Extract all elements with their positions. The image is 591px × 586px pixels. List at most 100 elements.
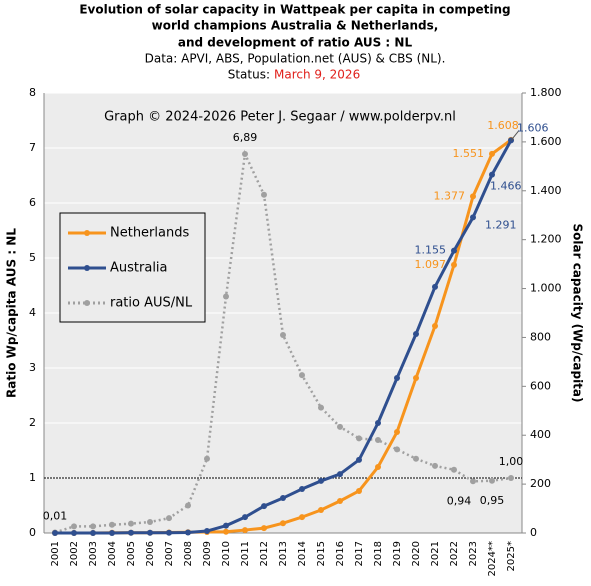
- data-label: 6,89: [233, 131, 258, 144]
- y-tick-label: 6: [29, 196, 36, 209]
- data-point: [261, 503, 267, 510]
- x-tick-label: 2019: [392, 541, 403, 566]
- y-tick-label: 7: [29, 141, 36, 154]
- data-point: [223, 293, 229, 300]
- data-point: [394, 375, 400, 382]
- chart-title: Evolution of solar capacity in Wattpeak …: [79, 3, 510, 17]
- legend-marker: [84, 300, 90, 306]
- data-label: 1.377: [434, 189, 466, 202]
- data-point: [356, 435, 362, 442]
- x-tick-label: 2005: [126, 541, 137, 566]
- data-point: [489, 171, 495, 178]
- status-label: Status:: [228, 68, 270, 82]
- data-point: [128, 520, 134, 527]
- data-point: [166, 529, 172, 536]
- y2-tick-label: 200: [530, 477, 551, 490]
- data-point: [71, 523, 77, 530]
- data-point: [242, 514, 248, 521]
- chart-title: and development of ratio AUS : NL: [178, 36, 413, 50]
- y2-tick-label: 600: [530, 379, 551, 392]
- y-tick-label: 4: [29, 306, 36, 319]
- x-tick-label: 2002: [69, 541, 80, 566]
- data-point: [470, 193, 476, 200]
- data-label: 0,01: [43, 509, 68, 522]
- data-point: [451, 261, 457, 268]
- data-point: [147, 529, 153, 536]
- data-label: 1.551: [453, 147, 485, 160]
- data-point: [242, 527, 248, 534]
- legend-label: Netherlands: [110, 226, 189, 241]
- x-tick-label: 2023: [468, 541, 479, 566]
- y-tick-label: 5: [29, 251, 36, 264]
- y2-tick-label: 1.400: [530, 184, 562, 197]
- data-point: [413, 331, 419, 338]
- data-point: [147, 519, 153, 525]
- data-point: [204, 528, 210, 535]
- data-point: [432, 322, 438, 329]
- y-tick-label: 2: [29, 416, 36, 429]
- data-point: [489, 477, 495, 484]
- x-tick-label: 2012: [259, 541, 270, 566]
- y2-tick-label: 0: [530, 526, 537, 539]
- x-tick-label: 2006: [145, 541, 156, 566]
- data-point: [90, 523, 96, 530]
- data-point: [356, 487, 362, 494]
- data-label: 1.155: [415, 244, 447, 257]
- y-tick-label: 0: [29, 526, 36, 539]
- data-point: [299, 514, 305, 521]
- data-point: [470, 214, 476, 221]
- data-point: [318, 477, 324, 484]
- legend-marker: [84, 230, 90, 236]
- data-point: [318, 404, 324, 411]
- y2-tick-label: 1.200: [530, 233, 562, 246]
- data-label: 1.606: [517, 121, 549, 134]
- data-point: [432, 462, 438, 469]
- x-tick-label: 2011: [240, 541, 251, 566]
- data-label: 1.291: [485, 218, 517, 231]
- x-tick-label: 2001: [50, 541, 61, 566]
- x-tick-label: 2015: [316, 541, 327, 566]
- data-label: 1,00: [499, 455, 524, 468]
- data-point: [280, 520, 286, 527]
- x-tick-label: 2017: [354, 541, 365, 566]
- data-point: [451, 247, 457, 254]
- x-tick-label: 2013: [278, 541, 289, 566]
- legend-marker: [84, 265, 90, 271]
- legend-label: ratio AUS/NL: [110, 296, 193, 311]
- data-point: [337, 471, 343, 478]
- x-tick-label: 2008: [183, 541, 194, 566]
- x-tick-label: 2014: [297, 541, 308, 566]
- x-tick-label: 2020: [411, 541, 422, 566]
- y2-tick-label: 400: [530, 428, 551, 441]
- subtitle: Data: APVI, ABS, Population.net (AUS) & …: [145, 52, 446, 66]
- data-point: [394, 429, 400, 436]
- data-point: [261, 525, 267, 532]
- data-point: [318, 507, 324, 514]
- x-tick-label: 2021: [430, 541, 441, 566]
- data-label: 1.608: [487, 119, 519, 132]
- x-tick-label: 2010: [221, 541, 232, 566]
- data-point: [223, 528, 229, 535]
- data-point: [280, 332, 286, 338]
- x-tick-label: 2016: [335, 541, 346, 566]
- data-point: [375, 420, 381, 426]
- y-tick-label: 1: [29, 471, 36, 484]
- data-point: [337, 423, 343, 430]
- data-point: [299, 372, 305, 379]
- data-point: [71, 530, 77, 536]
- data-point: [128, 529, 134, 536]
- data-point: [109, 530, 115, 536]
- x-tick-label: 2024**: [487, 541, 498, 576]
- status-date: March 9, 2026: [274, 68, 360, 82]
- data-label: 0,94: [447, 494, 472, 507]
- data-point: [204, 455, 210, 462]
- data-point: [337, 497, 343, 504]
- data-point: [413, 455, 419, 462]
- x-tick-label: 2018: [373, 541, 384, 566]
- data-point: [166, 515, 172, 522]
- annotation: Graph © 2024-2026 Peter J. Segaar / www.…: [104, 110, 456, 125]
- leader-line: [510, 130, 520, 141]
- data-point: [185, 502, 191, 509]
- y2-tick-label: 1.000: [530, 282, 562, 295]
